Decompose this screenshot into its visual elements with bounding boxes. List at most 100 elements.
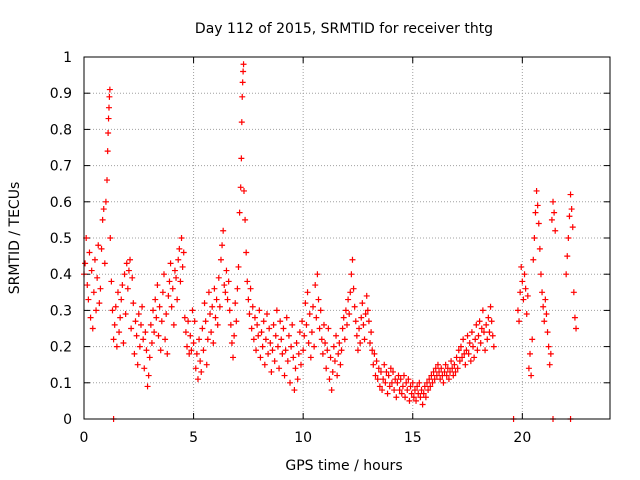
data-point [211, 285, 218, 292]
data-point [440, 379, 447, 386]
data-point [323, 365, 330, 372]
data-point [379, 387, 386, 394]
data-point [464, 332, 471, 339]
data-point [339, 325, 346, 332]
data-point [162, 336, 169, 343]
data-point [462, 361, 469, 368]
data-point [523, 311, 530, 318]
data-point [529, 336, 536, 343]
data-point [100, 206, 107, 213]
data-point [322, 339, 329, 346]
data-point [361, 336, 368, 343]
data-point [127, 256, 134, 263]
data-point [402, 394, 409, 401]
data-point [208, 329, 215, 336]
data-point [158, 318, 165, 325]
data-point [108, 278, 115, 285]
data-point [178, 235, 185, 241]
data-point [96, 300, 103, 307]
data-point [335, 350, 342, 357]
data-point [82, 260, 89, 267]
data-point [95, 242, 102, 249]
data-point [250, 336, 257, 343]
data-point [215, 274, 222, 281]
y-tick-label: 0.3 [50, 303, 72, 319]
data-point [297, 361, 304, 368]
data-point [349, 256, 356, 263]
data-point [156, 303, 163, 310]
data-point [174, 296, 181, 303]
data-point [398, 390, 405, 397]
data-point [238, 155, 245, 162]
data-point [409, 379, 416, 386]
data-point [271, 358, 278, 365]
data-point [421, 383, 428, 390]
data-point [203, 361, 210, 368]
data-point [253, 347, 260, 354]
data-point [301, 332, 308, 339]
data-point [514, 307, 521, 314]
data-point [222, 289, 229, 296]
data-point [237, 184, 244, 191]
data-point [341, 336, 348, 343]
data-point [368, 329, 375, 336]
data-point [224, 296, 231, 303]
data-point [359, 300, 366, 307]
data-point [234, 285, 241, 292]
data-point [111, 321, 118, 328]
data-point [442, 361, 449, 368]
data-point [408, 390, 415, 397]
chart-title: Day 112 of 2015, SRMTID for receiver tht… [195, 21, 493, 37]
data-point [282, 347, 289, 354]
data-point [93, 307, 100, 314]
x-tick-label: 20 [513, 430, 531, 446]
data-point [381, 361, 388, 368]
data-point [247, 285, 254, 292]
data-point [432, 365, 439, 372]
chart-points [81, 61, 580, 422]
data-point [170, 321, 177, 328]
data-point [403, 379, 410, 386]
data-point [380, 376, 387, 383]
data-point [259, 343, 266, 350]
y-tick-label: 0.9 [50, 86, 72, 102]
data-point [196, 336, 203, 343]
data-point [516, 318, 523, 325]
data-point [185, 318, 192, 325]
data-point [392, 376, 399, 383]
data-point [118, 296, 125, 303]
data-point [154, 282, 161, 289]
data-point [367, 339, 374, 346]
data-point [270, 321, 277, 328]
data-point [184, 343, 191, 350]
data-point [272, 332, 279, 339]
data-point [130, 300, 137, 307]
data-point [417, 394, 424, 401]
data-point [544, 329, 551, 336]
data-point [292, 365, 299, 372]
data-point [245, 296, 252, 303]
data-point [177, 278, 184, 285]
data-point [284, 358, 291, 365]
data-point [135, 311, 142, 318]
data-point [289, 321, 296, 328]
data-point [545, 343, 552, 350]
data-point [293, 339, 300, 346]
data-point [447, 368, 454, 375]
data-point [348, 271, 355, 278]
data-point [452, 368, 459, 375]
data-point [485, 314, 492, 321]
data-point [265, 350, 272, 357]
data-point [299, 318, 306, 325]
data-point [345, 296, 352, 303]
data-point [342, 307, 349, 314]
plot-frame [83, 56, 611, 420]
data-point [312, 282, 319, 289]
data-point [97, 285, 104, 292]
data-point [311, 343, 318, 350]
data-point [137, 321, 144, 328]
data-point [524, 292, 531, 299]
data-point [488, 318, 495, 325]
data-point [466, 339, 473, 346]
